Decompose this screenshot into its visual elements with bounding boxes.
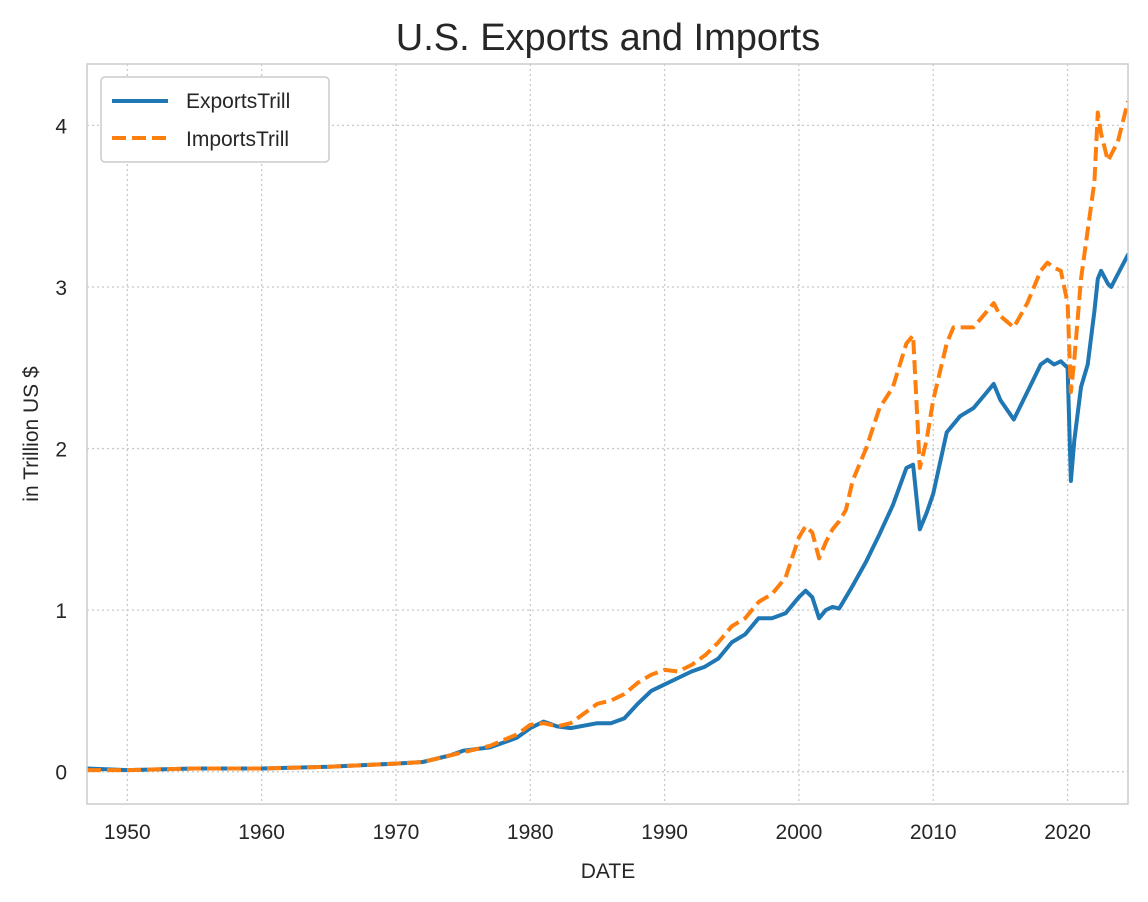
- x-tick-label: 1980: [507, 821, 554, 844]
- y-tick-label: 4: [55, 115, 67, 138]
- legend-label-exports: ExportsTrill: [186, 90, 290, 113]
- x-tick-label: 1970: [373, 821, 420, 844]
- y-tick-label: 1: [55, 600, 67, 623]
- y-axis-ticks: 0 1 2 3 4: [55, 115, 67, 784]
- plot-area: [87, 100, 1128, 773]
- y-tick-label: 3: [55, 277, 67, 300]
- y-tick-label: 0: [55, 762, 67, 785]
- legend-label-imports: ImportsTrill: [186, 128, 289, 151]
- series-line-importstrill: [87, 100, 1128, 773]
- grid: [87, 64, 1128, 804]
- series-line-exportstrill: [87, 252, 1128, 773]
- x-axis-label: DATE: [581, 860, 635, 883]
- chart-title: U.S. Exports and Imports: [396, 17, 821, 59]
- legend: ExportsTrill ImportsTrill: [100, 76, 330, 163]
- x-tick-label: 2000: [776, 821, 823, 844]
- x-tick-label: 1990: [641, 821, 688, 844]
- y-axis-label: in Trillion US $: [20, 366, 43, 502]
- x-tick-label: 1960: [238, 821, 285, 844]
- legend-box: [100, 76, 330, 163]
- x-tick-label: 2020: [1044, 821, 1091, 844]
- x-tick-label: 2010: [910, 821, 957, 844]
- x-tick-label: 1950: [104, 821, 151, 844]
- plot-frame: [86, 63, 1129, 805]
- y-tick-label: 2: [55, 439, 67, 462]
- x-axis-ticks: 1950 1960 1970 1980 1990 2000 2010 2020: [104, 821, 1091, 844]
